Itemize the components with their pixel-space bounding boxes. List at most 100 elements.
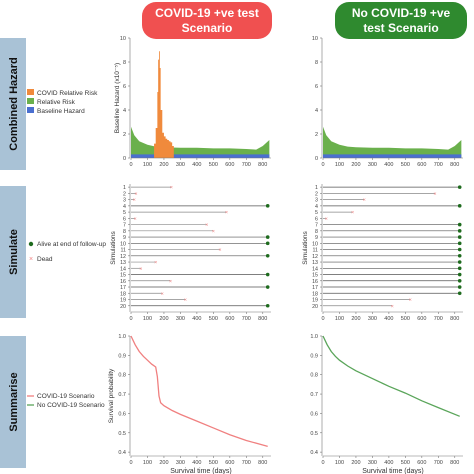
dead-marker: × (170, 185, 173, 191)
y-tick-label: 10 (120, 241, 126, 247)
y-tick-label: 8 (123, 229, 126, 235)
y-tick-label: 13 (120, 260, 126, 266)
x-axis-label: Survival time (days) (362, 468, 423, 474)
legend-label-relative-risk: Relative Risk (37, 99, 76, 106)
y-tick-label: 6 (123, 84, 126, 90)
y-tick-label: 11 (121, 248, 127, 254)
alive-marker (265, 241, 270, 246)
dead-marker: × (134, 216, 137, 222)
dead-marker: × (325, 216, 328, 222)
y-tick-label: 5 (315, 210, 318, 216)
nocovid-header-pill (335, 2, 467, 39)
survival-panel-covid: 0.4 0.5 0.6 0.7 0.8 0.9 1.0 0 100 200 300 400 500 600… (108, 334, 271, 474)
y-tick-label: 1 (123, 185, 126, 191)
y-tick-label: 17 (312, 285, 318, 291)
y-tick-label: 2 (315, 191, 318, 197)
x-tick-label: 200 (159, 460, 168, 466)
alive-marker (457, 254, 462, 258)
x-tick-label: 600 (225, 316, 234, 322)
y-tick-label: 0.6 (310, 411, 318, 417)
y-tick-label: 2 (123, 132, 126, 138)
legend-label-covid-scenario: COVID-19 Scenario (37, 393, 95, 400)
dead-marker: × (433, 191, 436, 197)
y-tick-label: 13 (312, 260, 318, 266)
dead-marker: × (363, 198, 366, 204)
x-tick-label: 100 (143, 162, 152, 168)
y-tick-label: 8 (315, 60, 318, 66)
y-tick-label: 0.6 (118, 411, 126, 417)
y-tick-label: 8 (123, 60, 126, 66)
x-tick-label: 100 (143, 460, 152, 466)
y-tick-label: 6 (123, 216, 126, 222)
y-axis-label: Simulations (302, 230, 309, 264)
y-tick-label: 19 (120, 298, 126, 304)
x-tick-label: 0 (129, 460, 132, 466)
y-tick-label: 0.5 (310, 431, 318, 437)
y-tick-label: 20 (120, 304, 126, 310)
survival-line (322, 335, 460, 417)
y-tick-label: 7 (123, 223, 126, 229)
y-tick-label: 0.9 (118, 353, 126, 359)
x-tick-label: 800 (258, 460, 267, 466)
y-tick-label: 10 (120, 36, 126, 42)
dead-marker: × (205, 223, 208, 229)
alive-marker (265, 235, 270, 239)
x-tick-label: 0 (129, 162, 132, 168)
nocovid-header: No COVID-19 +ve test Scenario (335, 2, 467, 39)
row-label-summarise: Summarise (0, 336, 26, 468)
alive-marker (265, 303, 270, 308)
x-tick-label: 600 (225, 460, 234, 466)
alive-marker (457, 241, 462, 246)
dead-marker: × (139, 266, 142, 272)
legend-label-covid-risk: COVID Relative Risk (37, 90, 98, 97)
x-tick-label: 0 (129, 316, 132, 322)
alive-marker (265, 272, 270, 277)
x-tick-label: 300 (368, 316, 377, 322)
x-tick-label: 600 (417, 162, 426, 168)
x-tick-label: 400 (192, 316, 201, 322)
y-tick-label: 9 (123, 235, 126, 241)
y-tick-label: 1.0 (310, 334, 318, 340)
y-tick-label: 0 (123, 156, 126, 162)
y-tick-label: 3 (123, 198, 126, 204)
row-label-combined-hazard: Combined Hazard (0, 38, 26, 170)
y-tick-label: 20 (312, 304, 318, 310)
x-tick-label: 500 (209, 460, 218, 466)
dead-marker: × (134, 191, 137, 197)
x-tick-label: 100 (335, 162, 344, 168)
y-tick-label: 0.5 (118, 431, 126, 437)
row-label-bg (0, 336, 26, 468)
dead-marker: × (225, 210, 228, 216)
y-tick-label: 2 (123, 191, 126, 197)
alive-marker (457, 285, 462, 289)
x-tick-label: 300 (176, 162, 185, 168)
x-tick-label: 500 (209, 162, 218, 168)
y-tick-label: 0.7 (310, 392, 318, 398)
y-tick-label: 16 (312, 279, 318, 285)
y-tick-label: 4 (315, 108, 318, 114)
dead-marker: × (154, 260, 157, 266)
x-tick-label: 200 (351, 162, 360, 168)
x-tick-label: 700 (242, 460, 251, 466)
row-label-text: Simulate (8, 229, 20, 275)
covid-header-pill (142, 2, 272, 39)
y-tick-label: 16 (120, 279, 126, 285)
survival-legend: COVID-19 Scenario No COVID-19 Scenario (27, 393, 105, 409)
y-tick-label: 18 (120, 291, 126, 297)
alive-marker (457, 185, 462, 189)
x-tick-label: 0 (321, 316, 324, 322)
y-tick-label: 10 (312, 36, 318, 42)
row-label-bg (0, 38, 26, 170)
x-tick-label: 300 (368, 460, 377, 466)
alive-marker (457, 229, 462, 233)
x-tick-label: 600 (225, 162, 234, 168)
legend-label-baseline: Baseline Hazard (37, 108, 85, 115)
y-tick-label: 6 (315, 216, 318, 222)
y-tick-label: 7 (315, 223, 318, 229)
alive-marker (457, 291, 462, 296)
y-axis-label: Simulations (110, 230, 117, 264)
covid-header-line2: Scenario (182, 21, 233, 35)
x-tick-label: 100 (335, 460, 344, 466)
